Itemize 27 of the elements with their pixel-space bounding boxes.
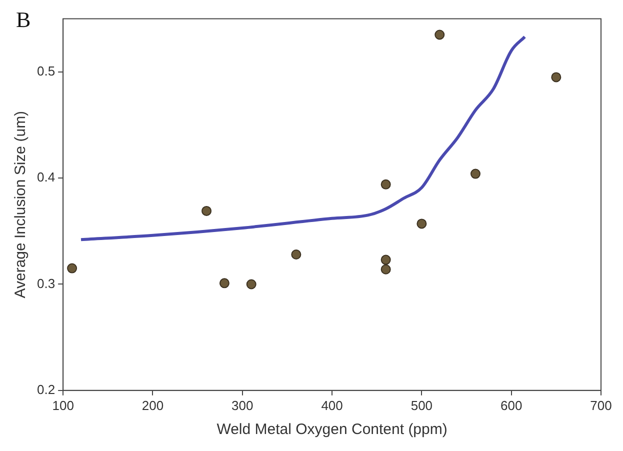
y-tick-label: 0.4	[36, 170, 56, 185]
point	[434, 30, 445, 40]
y-tick-label: 0.5	[36, 63, 56, 78]
point	[551, 72, 562, 82]
y-axis-title: Average Inclusion Size (um)	[12, 110, 30, 298]
point	[416, 218, 427, 229]
point	[67, 263, 78, 274]
point	[246, 279, 256, 290]
x-tick-label: 500	[410, 398, 433, 413]
y-tick-label: 0.2	[36, 382, 56, 397]
x-tick-label: 700	[590, 398, 612, 413]
x-tick-label: 600	[500, 398, 522, 413]
point	[380, 254, 391, 265]
point	[202, 206, 212, 216]
point	[291, 250, 302, 260]
x-axis-title: Weld Metal Oxygen Content (ppm)	[216, 421, 448, 438]
line-series	[80, 35, 526, 242]
y-tick-label: 0.3	[36, 276, 56, 291]
x-tick-label: 300	[232, 398, 254, 413]
text: B	[16, 6, 31, 32]
x-tick-label: 400	[321, 398, 343, 413]
point	[219, 278, 230, 288]
point	[470, 168, 480, 179]
point	[380, 264, 391, 274]
x-tick-label: 100	[52, 398, 74, 413]
point	[380, 179, 391, 190]
x-tick-label: 200	[142, 398, 164, 413]
